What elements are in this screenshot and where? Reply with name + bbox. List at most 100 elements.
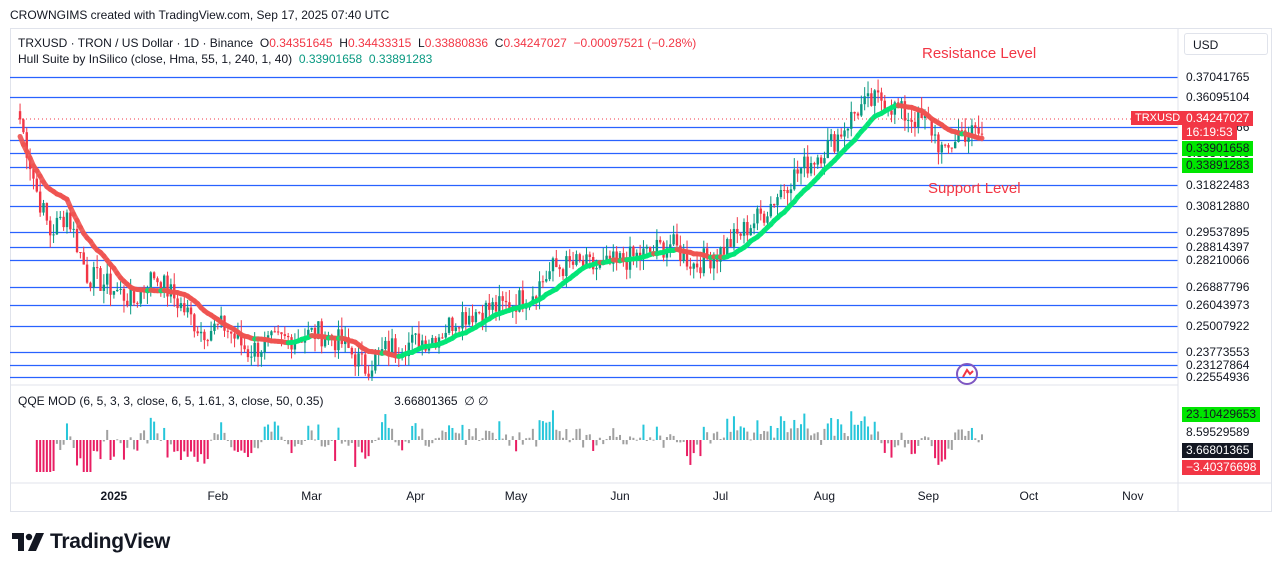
qqe-bar-181	[625, 440, 628, 445]
candle-body-272	[930, 118, 933, 136]
qqe-bar-217	[746, 431, 749, 440]
qqe-bar-175	[605, 439, 608, 441]
candle-body-149	[518, 290, 521, 312]
qqe-bar-173	[598, 437, 601, 440]
qqe-bar-115	[404, 440, 407, 442]
qqe-bar-100	[354, 440, 357, 467]
candle-body-66	[240, 332, 243, 346]
qqe-bar-73	[263, 426, 266, 440]
candle-body-235	[806, 156, 809, 174]
qqe-bar-140	[488, 431, 491, 440]
qqe-bar-232	[796, 428, 799, 440]
qqe-bar-166	[575, 429, 578, 440]
qqe-bar-121	[424, 440, 427, 446]
qqe-bar-258	[883, 440, 886, 453]
low-key: L	[418, 36, 425, 50]
candle-body-136	[474, 312, 478, 323]
qqe-bar-264	[903, 440, 906, 448]
candle-body-267	[913, 121, 917, 128]
qqe-bar-157	[545, 422, 548, 440]
qqe-bar-168	[582, 440, 585, 448]
x-tick-nov: Nov	[1122, 489, 1144, 503]
qqe-bar-171	[592, 440, 595, 451]
candle-body-18	[79, 252, 82, 254]
qqe-bar-248	[850, 411, 853, 440]
qqe-bar-80	[287, 440, 290, 445]
qqe-bar-219	[753, 432, 756, 440]
candle-body-78	[280, 332, 283, 335]
candle-body-80	[286, 335, 290, 338]
candle-body-116	[407, 342, 411, 357]
candle-body-195	[672, 234, 675, 245]
qqe-bar-99	[350, 440, 353, 444]
qqe-bar-208	[716, 431, 719, 440]
qqe-bar-254	[870, 434, 873, 440]
candle-body-237	[813, 163, 816, 165]
qqe-bar-50	[186, 440, 189, 457]
candle-body-236	[809, 163, 813, 174]
qqe-bar-196	[675, 440, 678, 443]
qqe-bar-209	[719, 439, 722, 441]
qqe-bar-46	[173, 440, 176, 452]
hull-indicator-label[interactable]: Hull Suite by InSilico (close, Hma, 55, …	[18, 52, 293, 66]
candle-body-7	[42, 203, 45, 213]
qqe-bar-272	[930, 440, 933, 447]
qqe-bar-156	[541, 421, 544, 440]
qqe-bar-251	[860, 420, 863, 440]
qqe-bar-28	[112, 440, 115, 457]
candle-body-222	[762, 213, 766, 223]
qqe-bar-134	[468, 428, 471, 440]
candle-body-119	[417, 333, 421, 351]
qqe-bar-108	[381, 422, 384, 440]
qqe-indicator-label[interactable]: QQE MOD (6, 5, 3, 3, close, 6, 5, 1.61, …	[18, 394, 324, 408]
candle-body-109	[384, 340, 387, 350]
qqe-bar-122	[427, 440, 430, 447]
qqe-bar-105	[370, 440, 373, 443]
resistance-annotation[interactable]: Resistance Level	[922, 45, 1037, 62]
candle-body-14	[65, 212, 69, 228]
qqe-bar-287	[980, 434, 983, 440]
qqe-bar-146	[508, 440, 511, 446]
currency-selector[interactable]: USD	[1184, 33, 1268, 55]
candle-body-167	[578, 254, 581, 261]
candle-body-63	[230, 331, 233, 334]
qqe-bar-150	[521, 440, 524, 445]
qqe-bar-32	[126, 440, 129, 448]
candle-body-159	[551, 258, 555, 272]
candle-body-56	[206, 340, 209, 342]
candle-body-142	[494, 302, 498, 312]
candle-body-173	[598, 263, 602, 268]
candle-body-164	[568, 256, 571, 262]
candle-body-220	[756, 208, 759, 224]
candle-body-218	[749, 228, 752, 236]
qqe-bar-110	[387, 427, 390, 440]
qqe-bar-234	[803, 413, 806, 440]
high-key: H	[339, 36, 348, 50]
qqe-bar-71	[257, 440, 260, 449]
price-label-13: 0.23127864	[1186, 358, 1250, 372]
candle-body-108	[380, 349, 384, 352]
symbol-title[interactable]: TRXUSD · TRON / US Dollar · 1D · Binance	[18, 36, 254, 50]
qqe-bar-75	[270, 431, 273, 440]
qqe-bar-86	[307, 425, 310, 440]
candle-body-217	[746, 221, 749, 236]
qqe-bar-117	[411, 425, 414, 440]
support-annotation[interactable]: Support Level	[928, 180, 1021, 197]
candle-body-64	[233, 333, 236, 339]
qqe-bar-143	[498, 421, 501, 440]
qqe-bar-19	[82, 440, 85, 472]
qqe-bar-68	[246, 440, 249, 458]
candle-body-58	[213, 323, 216, 331]
candle-body-162	[561, 269, 565, 277]
qqe-bar-35	[136, 440, 139, 451]
qqe-axis-label-3: 3.66801365	[1182, 443, 1254, 458]
qqe-bar-268	[917, 440, 920, 446]
qqe-bar-225	[773, 437, 776, 440]
candle-body-160	[555, 258, 558, 268]
candle-body-21	[89, 282, 92, 288]
qqe-bar-70	[253, 440, 256, 448]
qqe-bar-152	[528, 437, 531, 440]
qqe-bar-15	[69, 436, 72, 440]
candle-body-156	[541, 281, 545, 283]
